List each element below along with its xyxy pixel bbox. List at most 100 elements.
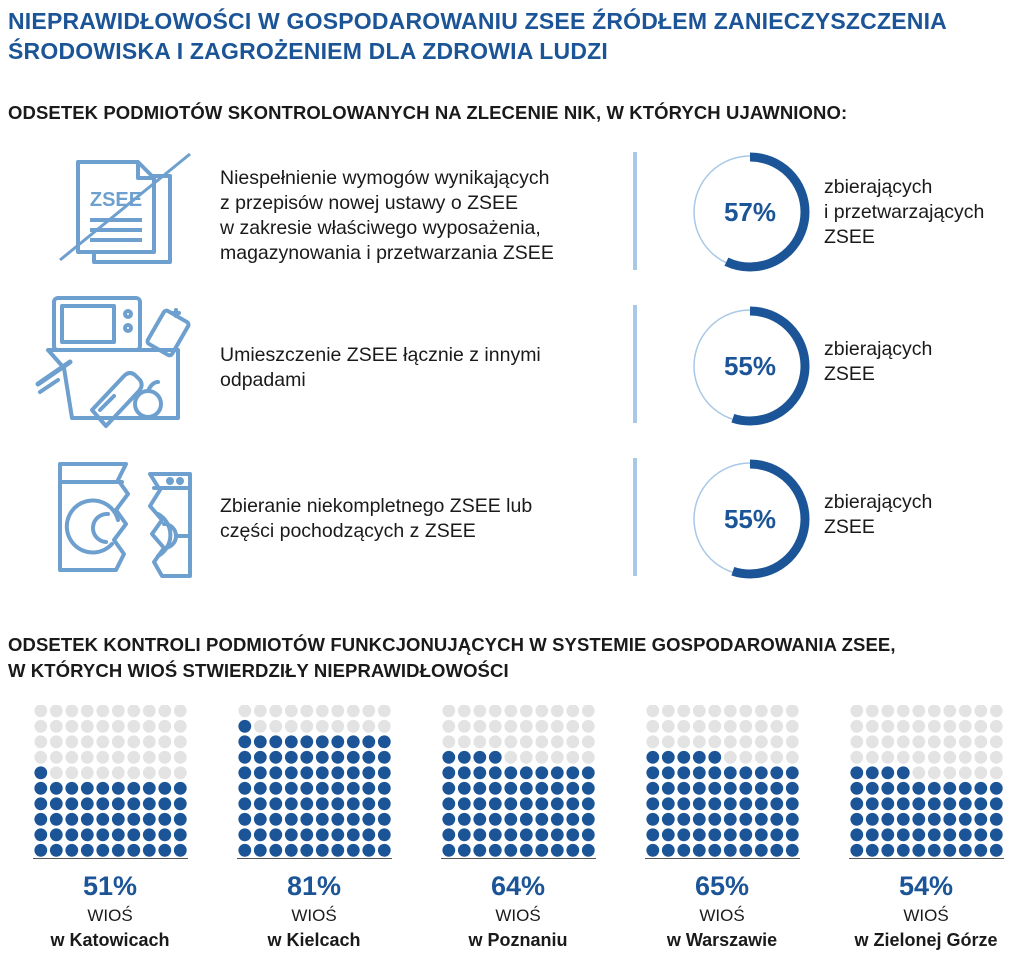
waffle-dot-filled: [65, 843, 79, 857]
waffle-dot-filled: [850, 843, 864, 857]
waffle-dot-filled: [96, 797, 110, 811]
waffle-dot-empty: [958, 766, 972, 780]
waffle-dot-filled: [96, 843, 110, 857]
page-title: NIEPRAWIDŁOWOŚCI W GOSPODAROWANIU ZSEE Ź…: [8, 6, 1008, 66]
waffle-dot-filled: [896, 766, 910, 780]
waffle-dot-empty: [692, 719, 706, 733]
waffle-dot-empty: [754, 735, 768, 749]
waffle-dot-empty: [300, 719, 314, 733]
waffle-dot-filled: [331, 735, 345, 749]
waffle-dot-filled: [65, 797, 79, 811]
waffle-dot-filled: [785, 781, 799, 795]
waffle-chart-zielona-gora: [849, 705, 1004, 859]
waffle-dot-empty: [127, 735, 141, 749]
waffle-dot-empty: [284, 719, 298, 733]
waffle-dot-empty: [989, 705, 1003, 718]
waffle-dot-filled: [362, 843, 376, 857]
waffle-dot-filled: [754, 766, 768, 780]
document-zsee-icon: ZSEE: [59, 152, 191, 264]
finding-1-donut-label: zbierających i przetwarzających ZSEE: [824, 175, 1014, 250]
waffle-dot-empty: [850, 750, 864, 764]
waffle-dot-empty: [723, 750, 737, 764]
waffle-dot-empty: [943, 705, 957, 718]
waffle-dot-filled: [535, 766, 549, 780]
waffle-dot-filled: [253, 781, 267, 795]
waffle-dot-empty: [865, 735, 879, 749]
waffle-dot-empty: [158, 750, 172, 764]
finding-1-line-2: z przepisów nowej ustawy o ZSEE: [220, 192, 519, 214]
waffle-dot-filled: [158, 843, 172, 857]
waffle-dot-empty: [142, 735, 156, 749]
waffle-dot-empty: [34, 719, 48, 733]
waffle-dot-empty: [912, 735, 926, 749]
waffle-dot-filled: [927, 797, 941, 811]
waffle-dot-empty: [896, 750, 910, 764]
waffle-dot-filled: [173, 781, 187, 795]
waffle-dot-empty: [504, 735, 518, 749]
waffle-dot-empty: [49, 705, 63, 718]
waffle-dot-filled: [346, 797, 360, 811]
waffle-dot-empty: [65, 735, 79, 749]
waffle-dot-empty: [943, 750, 957, 764]
donut-label-line: ZSEE: [824, 226, 875, 248]
waffle-dot-empty: [535, 719, 549, 733]
waffle-dot-filled: [566, 797, 580, 811]
waffle-dot-filled: [80, 797, 94, 811]
waffle-dot-filled: [284, 843, 298, 857]
waffle-dot-empty: [850, 705, 864, 718]
waffle-dot-empty: [958, 705, 972, 718]
waffle-dot-empty: [692, 735, 706, 749]
waffle-dot-empty: [111, 750, 125, 764]
waffle-dot-filled: [912, 828, 926, 842]
finding-2-line-1: Umieszczenie ZSEE łącznie z innymi: [220, 344, 541, 366]
waffle-dot-filled: [770, 797, 784, 811]
waffle-dot-empty: [646, 719, 660, 733]
finding-2-donut: 55%: [690, 306, 810, 426]
waffle-dot-filled: [739, 828, 753, 842]
waffle-dot-empty: [442, 705, 456, 718]
waffle-dot-filled: [362, 766, 376, 780]
waffle-dot-filled: [646, 828, 660, 842]
waffle-dot-filled: [111, 797, 125, 811]
waffle-dot-empty: [646, 705, 660, 718]
waffle-dot-empty: [96, 705, 110, 718]
waffle-dot-empty: [785, 705, 799, 718]
waffle-dot-empty: [49, 766, 63, 780]
waffle-dot-filled: [315, 781, 329, 795]
waffle-dot-filled: [896, 797, 910, 811]
waffle-dot-filled: [269, 735, 283, 749]
waffle-dot-empty: [896, 719, 910, 733]
waffle-dot-filled: [65, 781, 79, 795]
waffle-dot-empty: [49, 750, 63, 764]
waffle-dot-filled: [331, 843, 345, 857]
waffle-dot-filled: [770, 766, 784, 780]
waffle-dot-empty: [158, 705, 172, 718]
waffle-dot-empty: [34, 735, 48, 749]
waffle-dot-filled: [646, 843, 660, 857]
document-zsee-icon-label: ZSEE: [90, 189, 142, 211]
waffle-dot-empty: [974, 735, 988, 749]
waffle-dot-filled: [238, 828, 252, 842]
finding-2-text: Umieszczenie ZSEE łącznie z innymi odpad…: [220, 343, 600, 393]
waffle-dot-filled: [96, 828, 110, 842]
waffle-value-label: 65%: [694, 871, 750, 901]
waffle-dot-filled: [850, 797, 864, 811]
waffle-dot-empty: [881, 705, 895, 718]
waffle-dot-filled: [785, 828, 799, 842]
waffle-dot-filled: [535, 828, 549, 842]
waffle-dot-filled: [865, 766, 879, 780]
waffle-dot-empty: [142, 719, 156, 733]
waffle-dot-filled: [269, 766, 283, 780]
waffle-dot-filled: [238, 735, 252, 749]
waffle-dot-filled: [238, 719, 252, 733]
waffle-dot-empty: [519, 719, 533, 733]
waffle-dot-filled: [457, 797, 471, 811]
waffle-dot-filled: [912, 797, 926, 811]
waffle-dot-empty: [238, 705, 252, 718]
waffle-dot-filled: [331, 781, 345, 795]
waffle-dot-filled: [65, 828, 79, 842]
waffle-dot-empty: [974, 766, 988, 780]
waffle-dot-empty: [581, 735, 595, 749]
waffle-dot-empty: [173, 705, 187, 718]
waffle-dot-filled: [346, 766, 360, 780]
